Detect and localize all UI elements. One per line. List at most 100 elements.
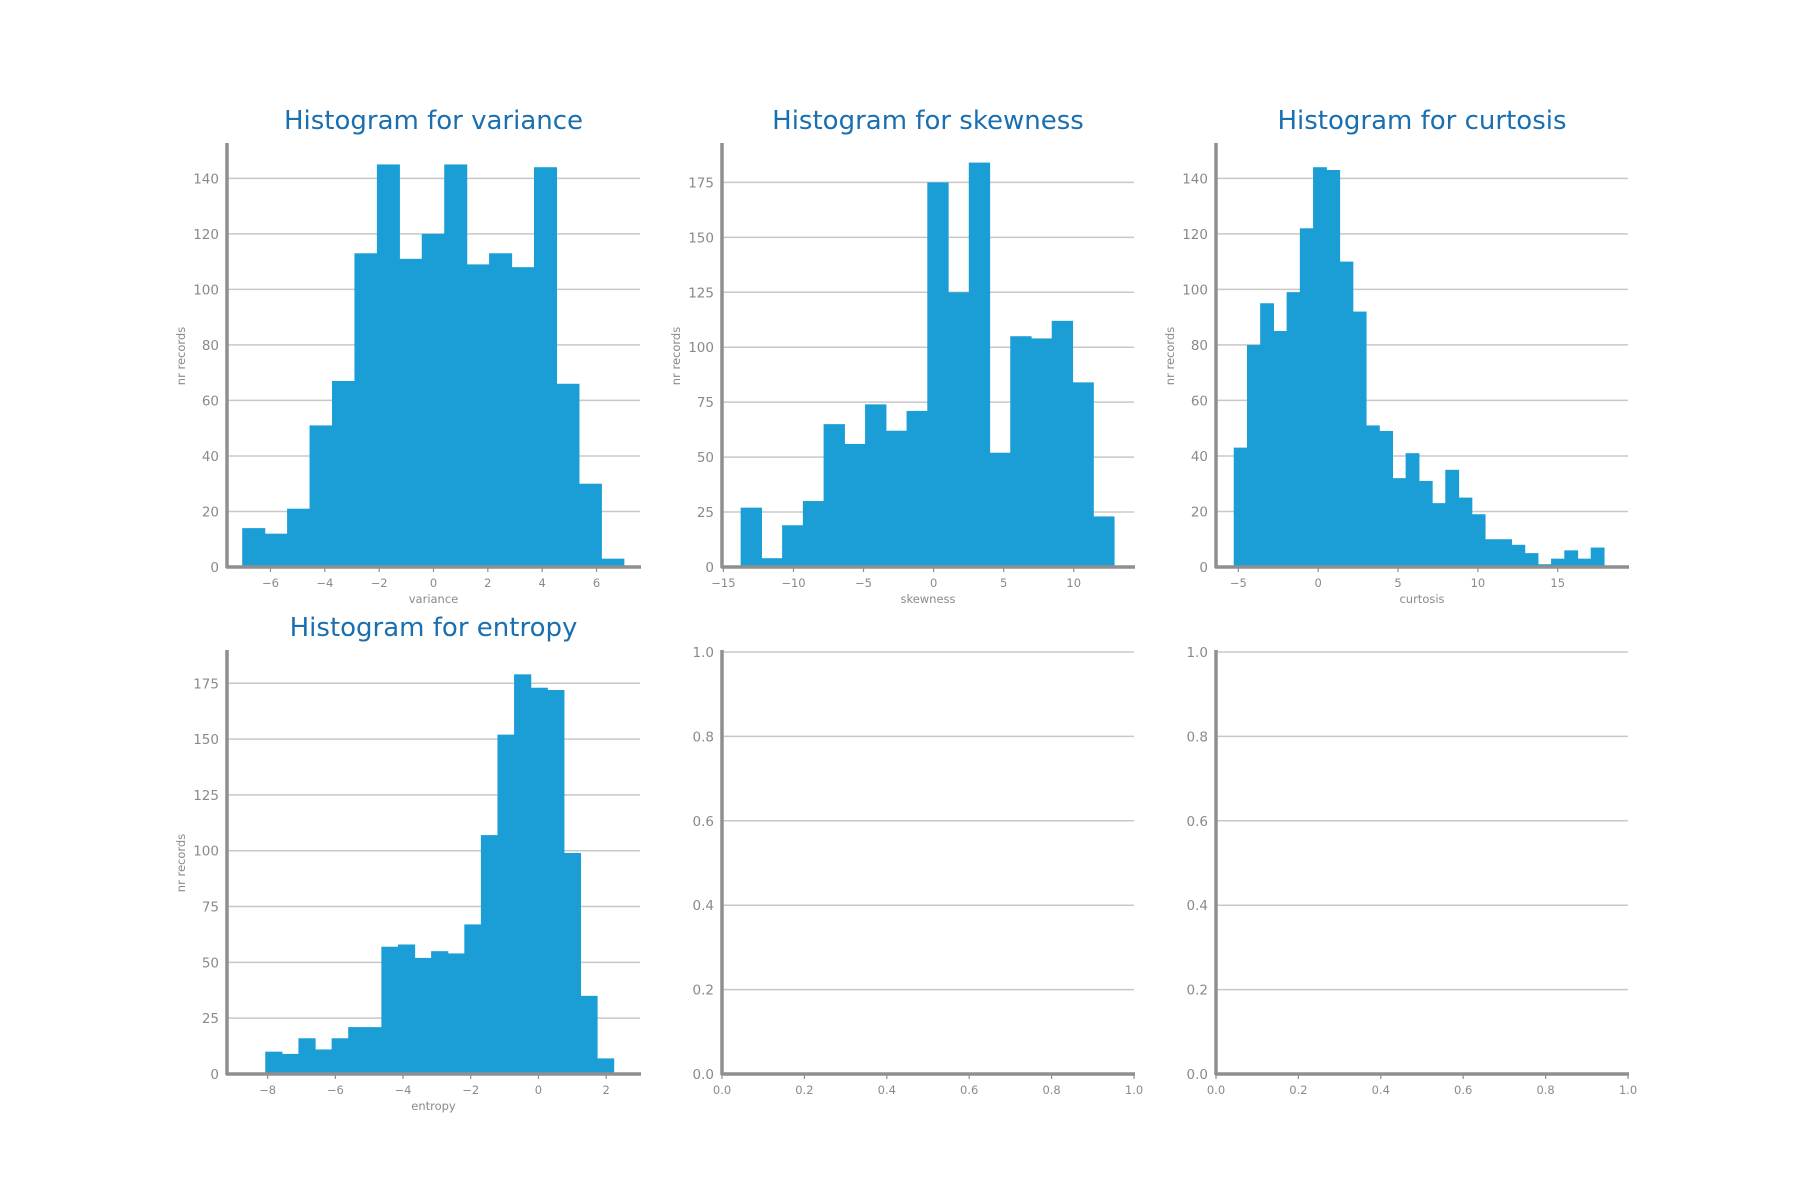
- histogram-bar: [1577, 558, 1592, 567]
- histogram-bar: [1260, 303, 1274, 567]
- histogram-bar: [281, 1053, 300, 1074]
- y-tick-label: 20: [202, 504, 219, 520]
- histogram-bar: [578, 483, 602, 567]
- chart-title: Histogram for entropy: [290, 613, 578, 643]
- histogram-bar: [761, 558, 783, 567]
- subplot-5: 0.0 0.2 0.4 0.6 0.8 1.0 0.0 0.2 0.4 0.6 0.8 1.0: [693, 645, 1144, 1097]
- histogram-bar: [1352, 311, 1367, 567]
- x-tick-label: 2: [484, 576, 491, 590]
- y-tick-label: 20: [1191, 504, 1208, 520]
- y-tick-label: 1.0: [693, 645, 714, 661]
- y-tick-label: 100: [1182, 282, 1208, 298]
- histogram-bar: [844, 443, 866, 567]
- y-tick-label: 40: [1191, 449, 1208, 465]
- y-tick-label: 50: [697, 450, 714, 466]
- y-tick-label: 150: [688, 230, 714, 246]
- x-tick-label: 0.6: [1454, 1083, 1472, 1097]
- y-tick-label: 25: [697, 505, 714, 521]
- histogram-bar: [1590, 547, 1605, 567]
- histogram-bar: [1313, 167, 1327, 568]
- x-tick-label: −4: [316, 576, 333, 590]
- histogram-bar: [298, 1038, 316, 1074]
- histogram-bar: [597, 1058, 615, 1074]
- y-tick-label: 140: [193, 171, 219, 187]
- x-tick-label: 5: [1000, 576, 1007, 590]
- histogram-bar: [1405, 453, 1420, 567]
- subplot-1: 0 20 40 60 80 100 120 140 −6 −4 −2 0 2 4 6 Histogram fo…: [174, 106, 641, 606]
- chart-title: Histogram for curtosis: [1277, 106, 1566, 136]
- x-tick-label: −5: [855, 576, 872, 590]
- histogram-bar: [823, 424, 845, 567]
- histogram-bar: [1458, 497, 1473, 567]
- histogram-bar: [1379, 430, 1393, 567]
- histogram-bar: [782, 525, 804, 567]
- x-tick-label: −15: [711, 576, 735, 590]
- x-tick-label: 0.8: [1536, 1083, 1554, 1097]
- subplot-2: 0 25 50 75 100 125 150 175 −15 −10 −5 0 5 10 Histogram…: [669, 106, 1135, 606]
- x-tick-label: −5: [1230, 576, 1247, 590]
- y-tick-label: 0.4: [693, 898, 714, 914]
- x-tick-label: 1.0: [1619, 1083, 1637, 1097]
- histogram-bar: [315, 1049, 333, 1074]
- histogram-bar: [480, 835, 499, 1074]
- histogram-bar: [1564, 550, 1579, 567]
- x-axis-label: curtosis: [1399, 592, 1444, 606]
- histogram-bar: [1445, 469, 1460, 567]
- x-tick-label: 10: [1471, 576, 1486, 590]
- histogram-bar: [421, 233, 445, 567]
- histogram-bar: [466, 264, 490, 567]
- y-tick-label: 0.2: [693, 983, 714, 999]
- x-tick-label: 1.0: [1125, 1083, 1143, 1097]
- histogram-bar: [1432, 503, 1446, 567]
- x-tick-label: 4: [539, 576, 546, 590]
- histogram-bar: [1010, 336, 1032, 567]
- histogram-bar: [1511, 544, 1526, 567]
- x-tick-label: 0.6: [960, 1083, 978, 1097]
- x-tick-label: −2: [371, 576, 388, 590]
- histogram-bar: [444, 164, 468, 567]
- subplot-6: 0.0 0.2 0.4 0.6 0.8 1.0 0.0 0.2 0.4 0.6 0.8 1.0: [1187, 645, 1638, 1097]
- y-tick-label: 100: [193, 282, 219, 298]
- x-tick-label: 0: [430, 576, 437, 590]
- histogram-bar: [885, 430, 908, 567]
- histogram-bar: [1365, 425, 1380, 567]
- histogram-bar: [489, 253, 513, 568]
- histogram-bar: [376, 164, 400, 567]
- y-tick-label: 0: [210, 560, 219, 576]
- histogram-bar: [533, 167, 558, 568]
- histogram-bar: [331, 380, 356, 567]
- y-tick-label: 0.0: [693, 1067, 714, 1083]
- histogram-bar: [802, 501, 825, 567]
- histogram-bar: [989, 452, 1011, 567]
- x-tick-label: −8: [259, 1083, 276, 1097]
- x-tick-label: 0.0: [713, 1083, 731, 1097]
- y-tick-label: 0: [705, 560, 714, 576]
- histogram-bar: [331, 1038, 349, 1074]
- x-axis-label: skewness: [900, 592, 955, 606]
- x-tick-label: 2: [602, 1083, 609, 1097]
- histogram-bar: [1339, 261, 1354, 567]
- histogram-bar: [447, 953, 465, 1074]
- histogram-bar: [514, 674, 532, 1074]
- histogram-bar: [431, 951, 449, 1074]
- y-tick-label: 100: [193, 844, 219, 860]
- x-tick-label: 15: [1550, 576, 1565, 590]
- histogram-bar: [1286, 292, 1301, 567]
- y-tick-label: 40: [202, 449, 219, 465]
- x-axis-label: variance: [409, 592, 459, 606]
- y-axis-label: nr records: [669, 327, 683, 385]
- y-tick-label: 0: [210, 1067, 219, 1083]
- histogram-bar: [1498, 539, 1512, 567]
- y-tick-label: 175: [193, 676, 219, 692]
- histogram-bar: [968, 162, 991, 568]
- y-tick-label: 75: [202, 900, 219, 916]
- y-tick-label: 75: [697, 395, 714, 411]
- histogram-bar: [1093, 516, 1115, 567]
- histogram-bar: [530, 687, 548, 1074]
- histogram-bar: [556, 383, 580, 567]
- histogram-bar: [464, 924, 482, 1074]
- y-axis-label: nr records: [174, 834, 188, 892]
- y-tick-label: 125: [688, 285, 714, 301]
- y-tick-label: 0.6: [693, 814, 714, 830]
- histogram-bar: [1233, 447, 1248, 567]
